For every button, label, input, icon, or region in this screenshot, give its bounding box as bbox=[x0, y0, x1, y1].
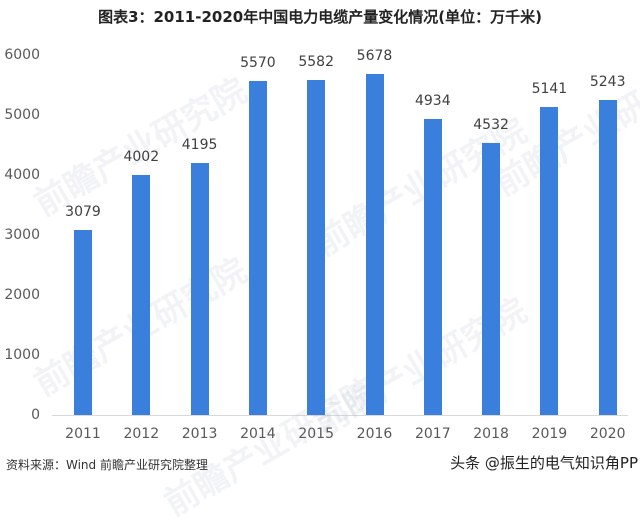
y-tick-label: 3000 bbox=[4, 227, 40, 243]
data-label: 4195 bbox=[181, 137, 218, 154]
data-label: 4934 bbox=[414, 92, 451, 109]
bar-2015 bbox=[307, 80, 326, 415]
x-tick-label: 2014 bbox=[240, 426, 276, 442]
watermark-logo: 前瞻产业研究院 bbox=[157, 370, 384, 525]
data-label: 5141 bbox=[531, 80, 568, 97]
data-label: 5582 bbox=[298, 54, 334, 71]
bar-2012 bbox=[132, 174, 151, 415]
data-label: 5678 bbox=[356, 48, 393, 65]
x-tick-label: 2012 bbox=[123, 426, 160, 442]
x-tick-label: 2016 bbox=[356, 426, 393, 442]
bar-2020 bbox=[598, 100, 617, 415]
bar-chart-plot-area: 前瞻产业研究院 前瞻产业研究院 前瞻产业研究院 前瞻产业研究院 前瞻产业研究院 前瞻产业研… bbox=[4, 47, 640, 524]
data-label: 4002 bbox=[123, 148, 160, 165]
credit-watermark-text: 头条 @振生的电气知识角PP bbox=[450, 454, 638, 472]
bar-2017 bbox=[423, 118, 442, 415]
y-tick-label: 6000 bbox=[4, 47, 40, 63]
bar-2013 bbox=[190, 163, 209, 415]
data-label: 5243 bbox=[589, 74, 626, 91]
bar-2019 bbox=[540, 106, 559, 415]
x-tick-label: 2019 bbox=[531, 426, 568, 442]
x-tick-label: 2017 bbox=[414, 426, 451, 442]
y-tick-label: 2000 bbox=[4, 287, 40, 303]
bar-2016 bbox=[365, 74, 384, 415]
x-tick-label: 2018 bbox=[473, 426, 509, 442]
x-tick-label: 2015 bbox=[298, 426, 334, 442]
y-tick-label: 4000 bbox=[4, 167, 40, 183]
y-tick-label: 1000 bbox=[4, 347, 40, 363]
bar-2014 bbox=[248, 80, 267, 415]
x-tick-label: 2020 bbox=[589, 426, 626, 442]
data-label: 5570 bbox=[240, 54, 276, 71]
x-tick-label: 2011 bbox=[65, 426, 101, 442]
chart-title: 图表3：2011-2020年中国电力电缆产量变化情况(单位：万千米) bbox=[98, 8, 542, 26]
bar-2018 bbox=[482, 143, 501, 415]
x-axis-line bbox=[52, 415, 628, 416]
y-tick-label: 5000 bbox=[4, 107, 40, 123]
y-tick-label: 0 bbox=[31, 407, 40, 423]
data-label: 3079 bbox=[65, 204, 101, 221]
bar-2011 bbox=[74, 230, 92, 415]
data-label: 4532 bbox=[473, 117, 509, 134]
x-tick-label: 2013 bbox=[181, 426, 218, 442]
source-note: 资料来源：Wind 前瞻产业研究院整理 bbox=[6, 458, 208, 472]
